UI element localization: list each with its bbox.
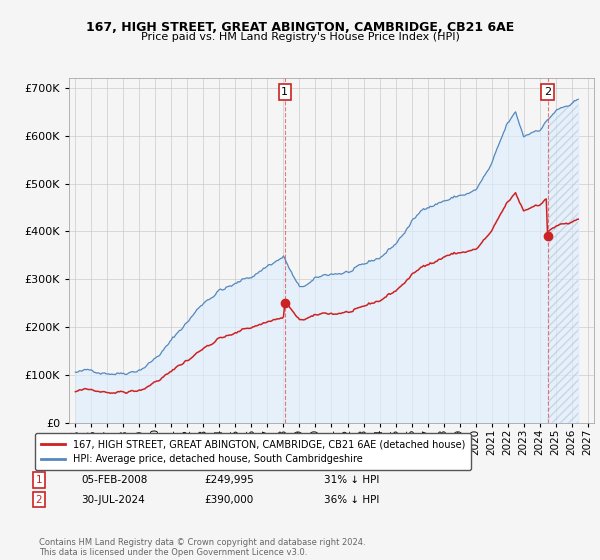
Text: 1: 1 [281, 87, 289, 97]
Text: Price paid vs. HM Land Registry's House Price Index (HPI): Price paid vs. HM Land Registry's House … [140, 32, 460, 43]
Text: 31% ↓ HPI: 31% ↓ HPI [324, 475, 379, 485]
Text: 2: 2 [544, 87, 551, 97]
Text: £390,000: £390,000 [204, 494, 253, 505]
Text: 05-FEB-2008: 05-FEB-2008 [81, 475, 148, 485]
Text: 2: 2 [35, 494, 43, 505]
Text: 1: 1 [35, 475, 43, 485]
Text: 30-JUL-2024: 30-JUL-2024 [81, 494, 145, 505]
Text: Contains HM Land Registry data © Crown copyright and database right 2024.
This d: Contains HM Land Registry data © Crown c… [39, 538, 365, 557]
Legend: 167, HIGH STREET, GREAT ABINGTON, CAMBRIDGE, CB21 6AE (detached house), HPI: Ave: 167, HIGH STREET, GREAT ABINGTON, CAMBRI… [35, 433, 471, 470]
Text: 167, HIGH STREET, GREAT ABINGTON, CAMBRIDGE, CB21 6AE: 167, HIGH STREET, GREAT ABINGTON, CAMBRI… [86, 21, 514, 34]
Text: 36% ↓ HPI: 36% ↓ HPI [324, 494, 379, 505]
Text: £249,995: £249,995 [204, 475, 254, 485]
